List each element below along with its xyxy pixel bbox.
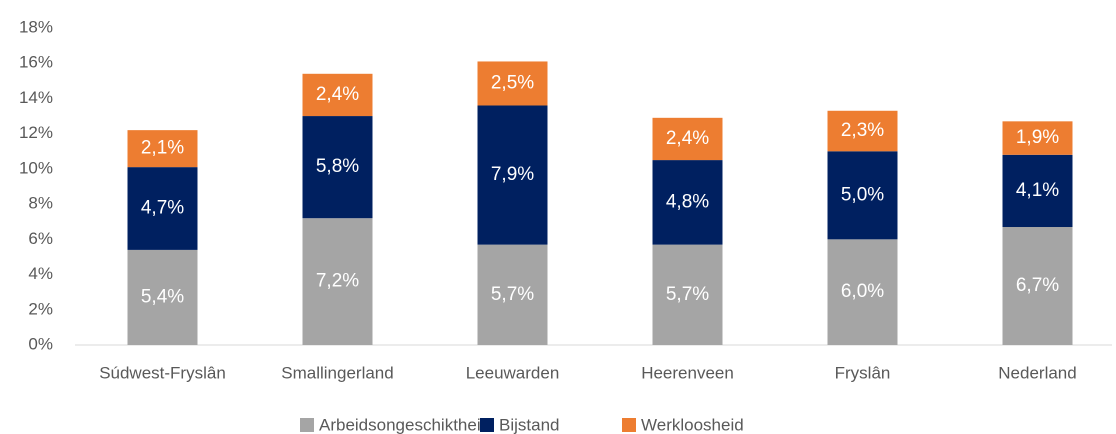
- y-tick-label: 0%: [28, 334, 53, 353]
- bar-segment: [827, 151, 898, 240]
- bar-segment: [477, 105, 548, 245]
- data-label: 4,1%: [1016, 180, 1059, 201]
- data-label: 5,0%: [841, 184, 884, 205]
- data-label: 5,8%: [316, 156, 359, 177]
- bar-segment: [302, 116, 373, 219]
- bar-segment: [302, 218, 373, 345]
- data-label: 1,9%: [1016, 127, 1059, 148]
- x-tick-label: Súdwest-Fryslân: [99, 363, 226, 382]
- bar-segment: [127, 130, 198, 168]
- legend-swatch: [622, 418, 636, 432]
- y-tick-label: 10%: [19, 158, 53, 177]
- data-label: 4,7%: [141, 198, 184, 219]
- bar-segment: [127, 249, 198, 345]
- data-label: 6,7%: [1016, 275, 1059, 296]
- data-label: 2,3%: [841, 120, 884, 141]
- bar-segment: [302, 73, 373, 117]
- y-tick-label: 4%: [28, 264, 53, 283]
- bar-segment: [477, 244, 548, 345]
- data-label: 4,8%: [666, 191, 709, 212]
- x-tick-label: Heerenveen: [641, 363, 734, 382]
- bar-segment: [652, 117, 723, 161]
- x-tick-label: Fryslân: [835, 363, 891, 382]
- y-tick-label: 8%: [28, 194, 53, 213]
- data-label: 7,2%: [316, 271, 359, 292]
- data-label: 5,7%: [491, 284, 534, 305]
- bar-segment: [827, 110, 898, 152]
- y-tick-label: 2%: [28, 299, 53, 318]
- y-tick-label: 14%: [19, 88, 53, 107]
- y-tick-label: 18%: [19, 17, 53, 36]
- data-label: 5,4%: [141, 286, 184, 307]
- data-label: 6,0%: [841, 281, 884, 302]
- bar-segment: [652, 244, 723, 345]
- bar-segment: [127, 167, 198, 250]
- legend-swatch: [480, 418, 494, 432]
- bar-segment: [652, 160, 723, 245]
- bar-segment: [1002, 154, 1073, 228]
- x-tick-label: Smallingerland: [281, 363, 393, 382]
- data-label: 2,4%: [666, 128, 709, 149]
- legend-label: Bijstand: [499, 415, 559, 434]
- y-tick-label: 16%: [19, 53, 53, 72]
- data-label: 2,5%: [491, 72, 534, 93]
- legend-label: Werkloosheid: [641, 415, 744, 434]
- data-label: 7,9%: [491, 164, 534, 185]
- legend-swatch: [300, 418, 314, 432]
- bar-segment: [477, 61, 548, 106]
- x-tick-label: Leeuwarden: [466, 363, 560, 382]
- data-label: 2,4%: [316, 84, 359, 105]
- bar-segment: [1002, 227, 1073, 345]
- bar-segment: [827, 239, 898, 345]
- legend-label: Arbeidsongeschiktheid: [319, 415, 490, 434]
- data-label: 2,1%: [141, 138, 184, 159]
- y-tick-label: 6%: [28, 229, 53, 248]
- y-tick-label: 12%: [19, 123, 53, 142]
- bar-segment: [1002, 121, 1073, 155]
- data-label: 5,7%: [666, 284, 709, 305]
- x-tick-label: Nederland: [998, 363, 1076, 382]
